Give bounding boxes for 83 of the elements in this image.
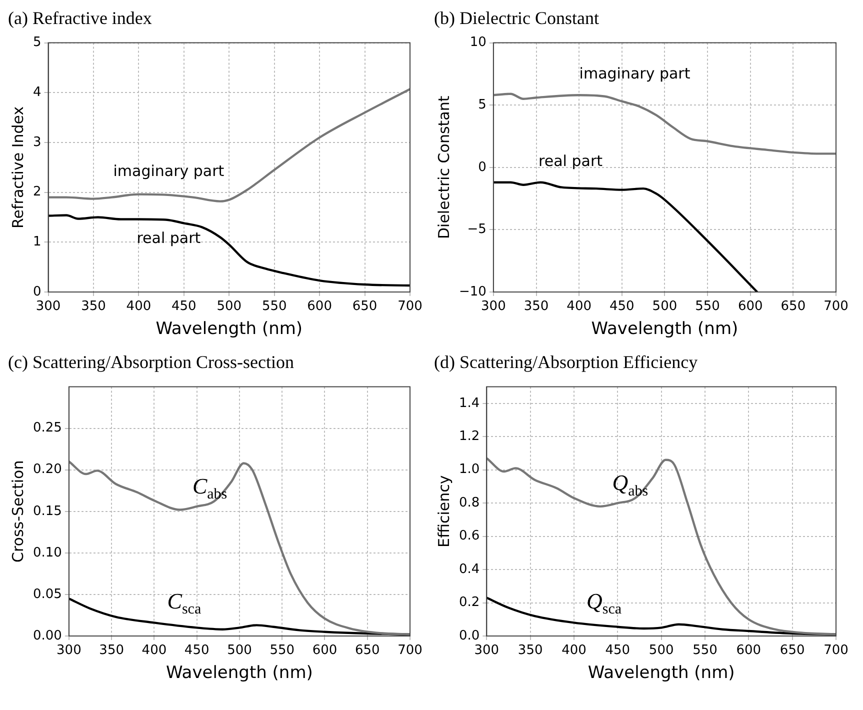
x-tick-label: 450 xyxy=(184,643,210,658)
x-axis-title: Wavelength (nm) xyxy=(156,319,303,340)
x-tick-label: 450 xyxy=(605,643,630,658)
y-tick-label: 5 xyxy=(32,35,42,50)
y-tick-label: 1.4 xyxy=(458,396,480,411)
x-tick-label: 650 xyxy=(354,643,380,658)
x-tick-label: 650 xyxy=(352,299,378,314)
x-tick-label: 500 xyxy=(648,643,674,658)
y-tick-label: 0.8 xyxy=(458,495,480,510)
y-tick-label: 0.05 xyxy=(32,586,62,602)
y-tick-label: 0.00 xyxy=(32,628,62,644)
x-tick-label: 500 xyxy=(652,299,678,314)
x-tick-label: 300 xyxy=(474,643,500,658)
y-tick-label: 3 xyxy=(32,134,42,150)
x-tick-label: 550 xyxy=(692,643,718,658)
y-tick-label: 0.6 xyxy=(458,528,480,544)
line-series xyxy=(493,181,758,292)
y-tick-label: 1.2 xyxy=(458,429,480,444)
y-tick-label: −10 xyxy=(458,284,486,300)
x-tick-label: 300 xyxy=(56,643,82,658)
y-tick-label: 1 xyxy=(32,234,42,250)
x-tick-label: 500 xyxy=(227,643,252,658)
y-tick-label: 10 xyxy=(470,35,486,50)
x-tick-label: 650 xyxy=(780,643,805,658)
y-axis-title: Cross-Section xyxy=(8,460,27,563)
x-tick-label: 400 xyxy=(566,299,592,314)
x-tick-label: 500 xyxy=(216,299,242,314)
x-axis-title: Wavelength (nm) xyxy=(591,319,738,340)
x-tick-label: 300 xyxy=(36,299,61,314)
x-tick-label: 550 xyxy=(270,643,295,658)
y-axis-title: Dielectric Constant xyxy=(434,96,453,240)
x-tick-label: 400 xyxy=(562,643,586,658)
x-tick-label: 550 xyxy=(262,299,287,314)
series-label: imaginary part xyxy=(113,162,224,180)
x-tick-label: 350 xyxy=(99,643,124,658)
x-tick-label: 650 xyxy=(780,299,806,314)
x-tick-label: 700 xyxy=(398,299,422,314)
y-tick-label: 0 xyxy=(478,160,486,175)
y-tick-label: 0.20 xyxy=(32,462,62,478)
x-tick-label: 450 xyxy=(172,299,196,314)
x-tick-label: 600 xyxy=(738,299,763,314)
y-axis-title: Refractive Index xyxy=(8,106,27,228)
x-tick-label: 600 xyxy=(736,643,762,658)
x-tick-label: 400 xyxy=(126,299,152,314)
y-tick-label: 0.10 xyxy=(32,545,62,560)
line-series xyxy=(486,457,836,636)
x-tick-label: 700 xyxy=(398,643,422,658)
line-series xyxy=(493,92,836,155)
x-tick-label: 700 xyxy=(824,299,848,314)
x-tick-label: 350 xyxy=(524,299,549,314)
series-label: imaginary part xyxy=(579,64,690,82)
y-tick-label: −5 xyxy=(467,222,486,238)
x-tick-label: 400 xyxy=(142,643,167,658)
x-axis-title: Wavelength (nm) xyxy=(166,663,313,684)
y-tick-label: 0.25 xyxy=(32,420,62,436)
y-tick-label: 2 xyxy=(32,184,42,200)
y-axis-title: Efficiency xyxy=(434,475,453,548)
x-tick-label: 350 xyxy=(81,299,106,314)
y-tick-label: 5 xyxy=(478,97,486,112)
chart-title: (a) Refractive index xyxy=(8,8,153,30)
y-tick-label: 0.15 xyxy=(32,504,62,519)
x-tick-label: 700 xyxy=(824,643,848,658)
chart-title: (d) Scattering/Absorption Efficiency xyxy=(434,352,699,374)
x-tick-label: 300 xyxy=(481,299,506,314)
x-tick-label: 550 xyxy=(695,299,720,314)
x-tick-label: 600 xyxy=(312,643,338,658)
y-tick-label: 0.2 xyxy=(458,595,480,610)
x-axis-title: Wavelength (nm) xyxy=(588,663,735,684)
y-tick-label: 0.4 xyxy=(458,562,480,577)
y-tick-label: 4 xyxy=(32,85,42,100)
line-series xyxy=(48,88,410,202)
x-tick-label: 450 xyxy=(609,299,634,314)
y-tick-label: 0.0 xyxy=(458,628,480,644)
series-label: real part xyxy=(538,152,603,170)
line-series xyxy=(48,214,410,287)
series-label: real part xyxy=(136,229,201,248)
y-tick-label: 0 xyxy=(32,284,42,300)
y-tick-label: 1.0 xyxy=(458,462,480,478)
chart-title: (c) Scattering/Absorption Cross-section xyxy=(8,352,295,374)
x-tick-label: 350 xyxy=(518,643,543,658)
line-series xyxy=(68,460,410,636)
chart-title: (b) Dielectric Constant xyxy=(434,8,600,30)
x-tick-label: 600 xyxy=(307,299,332,314)
